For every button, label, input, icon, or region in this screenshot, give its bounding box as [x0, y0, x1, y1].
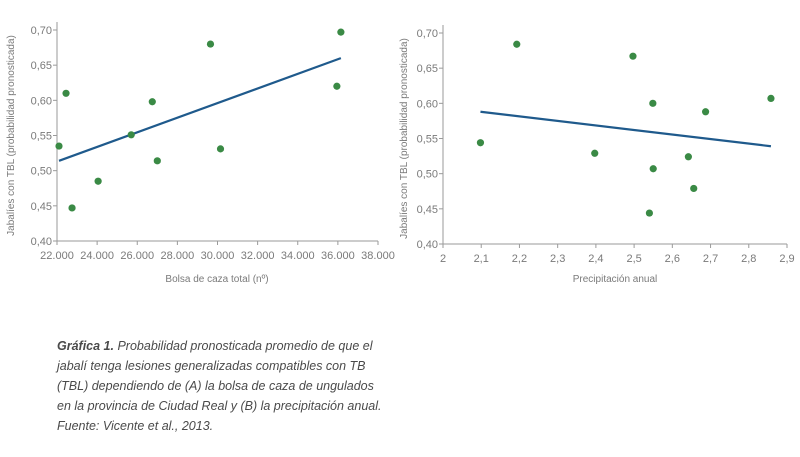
x-tick-label: 2,6 — [665, 253, 680, 265]
y-tick-label: 0,50 — [417, 169, 438, 181]
y-tick-label: 0,65 — [417, 63, 438, 75]
x-tick-label: 2,9 — [779, 253, 794, 265]
y-tick-label: 0,40 — [31, 236, 52, 248]
x-tick-label: 2 — [440, 253, 446, 265]
y-axis-label: Jabalíes con TBL (probabilidad pronostic… — [399, 38, 410, 239]
y-tick-label: 0,60 — [417, 98, 438, 110]
data-point — [216, 145, 225, 153]
x-tick-label: 26.000 — [120, 250, 154, 262]
data-point — [476, 139, 485, 147]
data-point — [649, 99, 657, 107]
y-tick-label: 0,55 — [31, 131, 52, 143]
y-tick-label: 0,70 — [417, 28, 438, 40]
data-point — [55, 142, 63, 150]
y-axis-label: Jabalíes con TBL (probabilidad pronostic… — [6, 35, 17, 236]
charts-canvas: 0,40 0,45 0,50 0,55 0,60 0,65 0,70 22.000 24.000… — [6, 22, 795, 285]
y-tick-label: 0,45 — [417, 204, 438, 216]
data-point — [337, 28, 345, 36]
x-tick-label: 36.000 — [321, 250, 355, 262]
y-tick-label: 0,65 — [31, 60, 52, 72]
y-tick-label: 0,60 — [31, 95, 52, 107]
y-tick-label: 0,45 — [31, 201, 52, 213]
data-point — [127, 131, 135, 139]
x-tick-label: 32.000 — [241, 250, 275, 262]
data-point — [153, 157, 161, 165]
caption-lead: Gráfica 1. — [57, 339, 114, 353]
trend-line — [58, 57, 342, 162]
x-tick-label: 22.000 — [40, 250, 74, 262]
x-tick-label: 2,3 — [550, 253, 565, 265]
data-point — [206, 40, 215, 48]
x-tick-label: 34.000 — [281, 250, 315, 262]
data-point — [591, 149, 599, 157]
x-tick-label: 38.000 — [361, 250, 395, 262]
x-tick-label: 30.000 — [201, 250, 235, 262]
caption-text: Probabilidad pronosticada promedio de qu… — [57, 339, 382, 433]
x-tick-label: 28.000 — [161, 250, 195, 262]
y-tick-label: 0,70 — [31, 25, 52, 37]
y-tick-label: 0,50 — [31, 166, 52, 178]
data-point — [148, 98, 156, 106]
x-tick-label: 2,1 — [474, 253, 489, 265]
data-point — [684, 153, 692, 161]
x-tick-label: 2,4 — [588, 253, 603, 265]
x-axis-label: Precipitación anual — [573, 274, 658, 285]
data-point — [94, 177, 102, 185]
chart-1: 0,40 0,45 0,50 0,55 0,60 0,65 0,70 22.000 24.000… — [6, 22, 395, 285]
data-point — [68, 204, 76, 212]
data-point — [645, 209, 654, 217]
y-tick-label: 0,55 — [417, 134, 438, 146]
x-tick-label: 2,2 — [512, 253, 527, 265]
data-point — [629, 52, 637, 60]
trend-line — [480, 110, 772, 148]
y-tick-label: 0,40 — [417, 239, 438, 251]
x-axis-label: Bolsa de caza total (nº) — [165, 274, 268, 285]
data-point — [701, 108, 710, 116]
data-point — [513, 40, 521, 48]
x-tick-label: 2,7 — [703, 253, 718, 265]
x-tick-label: 2,5 — [626, 253, 641, 265]
x-tick-label: 24.000 — [80, 250, 114, 262]
data-point — [767, 94, 775, 103]
chart-2: 0,40 0,45 0,50 0,55 0,60 0,65 0,70 2 2,1 2,2 2,3 2,… — [399, 25, 795, 285]
figure-caption: Gráfica 1. Probabilidad pronosticada pro… — [57, 336, 387, 436]
data-point — [690, 184, 698, 193]
data-point — [649, 165, 657, 173]
data-point — [62, 89, 70, 97]
x-tick-label: 2,8 — [741, 253, 756, 265]
data-point — [333, 82, 341, 90]
